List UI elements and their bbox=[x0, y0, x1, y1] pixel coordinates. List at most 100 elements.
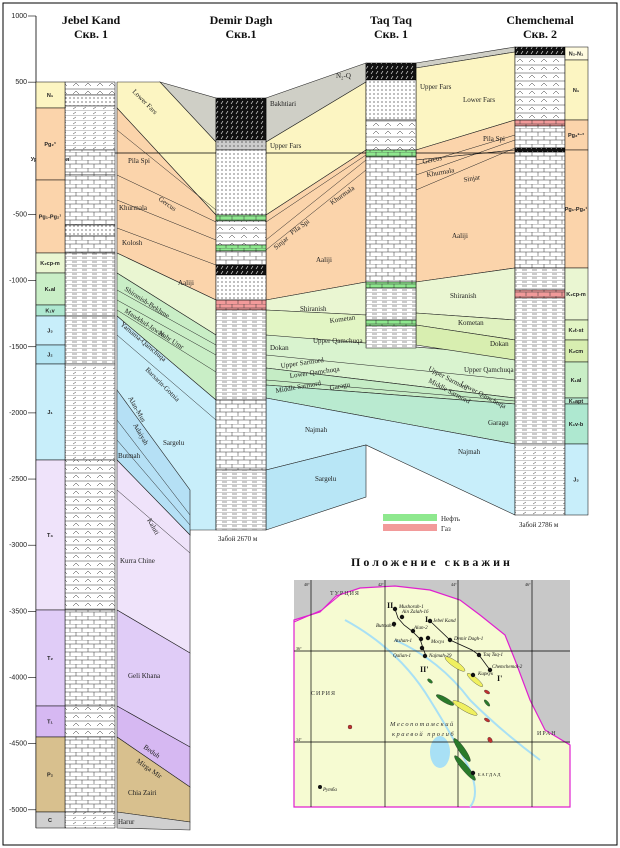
formation-boundary bbox=[415, 134, 516, 166]
formation-label: Pila Spi bbox=[483, 135, 505, 143]
strat-unit bbox=[35, 81, 66, 109]
lithology-pattern-wavy bbox=[64, 81, 116, 96]
strat-unit-label: K₁al bbox=[45, 287, 56, 293]
formation-boundary bbox=[265, 154, 367, 223]
formation-boundary bbox=[265, 354, 516, 381]
lithology-pattern-dots bbox=[215, 274, 267, 301]
lithology-pattern-brick bbox=[365, 156, 417, 283]
axis-tick-label: 1000 bbox=[11, 13, 27, 20]
lithology-pattern-slant bbox=[64, 363, 116, 461]
field-outline bbox=[444, 656, 466, 672]
map-title: Положение скважин bbox=[351, 555, 513, 569]
lithology-pattern-brick bbox=[514, 151, 566, 269]
map-well-marker bbox=[410, 628, 416, 634]
map-well-marker bbox=[399, 614, 405, 620]
map-well-label: Qalian-1 bbox=[393, 654, 411, 659]
strat-unit bbox=[35, 179, 66, 254]
formation-boundary bbox=[415, 139, 516, 176]
city-marker bbox=[470, 770, 476, 776]
formation-label: Kometan bbox=[329, 313, 356, 325]
well-column-demir-dagh bbox=[215, 97, 267, 531]
strat-unit bbox=[35, 705, 66, 738]
strat-unit-label: T₂ bbox=[47, 656, 53, 662]
map-well-label: Taq Taq-1 bbox=[483, 653, 503, 658]
formation-label: Najmah bbox=[305, 426, 328, 434]
formation-label: Sargelu bbox=[163, 439, 185, 447]
field-outline bbox=[484, 699, 490, 707]
strat-unit-label: Pg₂³ bbox=[44, 141, 55, 148]
formation-label: Bakhtiari bbox=[270, 100, 296, 108]
formation-label: Lower Fars bbox=[463, 96, 495, 104]
strat-unit-label: J₂ bbox=[47, 353, 53, 359]
band-carboniferous bbox=[116, 811, 191, 831]
map-well-label: Alan-2 bbox=[413, 626, 428, 631]
field-outline bbox=[347, 724, 353, 730]
lithology-pattern-brick bbox=[215, 214, 267, 222]
total-depth-label: Забой 2786 м bbox=[519, 521, 559, 529]
well-column-chemchemal bbox=[514, 46, 566, 516]
lithology-pattern-lines bbox=[64, 315, 116, 365]
strat-unit bbox=[35, 272, 66, 306]
lithology-pattern-brick bbox=[514, 119, 566, 127]
lithology-pattern-dark bbox=[514, 46, 566, 56]
lithology-pattern-lines bbox=[365, 287, 417, 321]
map-well-label: Butmah-2 bbox=[376, 624, 396, 629]
lithology-pattern-brick bbox=[365, 149, 417, 158]
strat-unit-label: K₂cp-m bbox=[40, 261, 60, 267]
formation-boundary bbox=[116, 289, 217, 346]
formation-boundary bbox=[116, 174, 217, 223]
lithology-pattern-dots bbox=[64, 94, 116, 107]
legend-swatch bbox=[383, 514, 437, 521]
well-column-taq-taq bbox=[365, 62, 417, 349]
strat-unit-label: K₂t-st bbox=[569, 328, 584, 334]
formation-boundary bbox=[116, 129, 217, 211]
map-well-label: Chemchemal-2 bbox=[492, 665, 523, 670]
section-mark: I' bbox=[497, 674, 502, 683]
map-well-marker bbox=[427, 618, 433, 624]
lithology-pattern-lines bbox=[365, 325, 417, 349]
map-well-marker bbox=[391, 621, 397, 627]
map-lon-label: 42° bbox=[378, 582, 384, 587]
strat-unit-label: K₁v-b bbox=[569, 422, 584, 428]
field-outline bbox=[453, 738, 471, 762]
formation-boundary bbox=[116, 489, 191, 554]
field-outline bbox=[484, 717, 490, 723]
formation-label: Najmah bbox=[458, 448, 481, 456]
lithology-pattern-wavy bbox=[215, 220, 267, 246]
map-well-label: Najmah-29 bbox=[428, 654, 452, 659]
lithology-pattern-brick bbox=[215, 244, 267, 252]
lithology-pattern-slant bbox=[514, 443, 566, 516]
lithology-pattern-brick bbox=[215, 299, 267, 311]
location-map: Положение скважин 40° 42° 44° 46° 36° 34° ТУРЦИ… bbox=[293, 555, 571, 808]
formation-label: Aaliji bbox=[452, 232, 468, 240]
map-well-marker bbox=[419, 645, 425, 651]
axis-tick-label: -1500 bbox=[9, 344, 27, 351]
formation-boundary bbox=[116, 299, 217, 356]
river-euphrates bbox=[344, 619, 476, 808]
formation-label: Upper Qamchuqa bbox=[313, 337, 363, 345]
map-well-marker bbox=[422, 653, 428, 659]
strat-unit-label: J₃ bbox=[573, 478, 579, 484]
lithology-pattern-lines bbox=[215, 469, 267, 531]
lake bbox=[430, 736, 450, 768]
formation-label: Chia Zairi bbox=[128, 789, 157, 797]
formation-label: Dokan bbox=[490, 340, 509, 348]
well-number: Скв. 2 bbox=[523, 27, 557, 41]
strat-unit-label: C bbox=[48, 818, 52, 824]
well-number: Скв.1 bbox=[225, 27, 256, 41]
lithology-pattern-wavy bbox=[64, 459, 116, 611]
strat-unit-label: K₂cm bbox=[569, 349, 583, 355]
legend-label: Газ bbox=[441, 525, 451, 533]
strat-unit-label: K₁v bbox=[45, 309, 55, 315]
well-name: Chemchemal bbox=[506, 13, 574, 27]
lithology-pattern-lines bbox=[514, 297, 566, 445]
map-well-label: Мосул bbox=[430, 640, 444, 645]
lithology-pattern-brick bbox=[215, 399, 267, 471]
strat-unit-label: T₃ bbox=[47, 533, 53, 539]
well-name: Demir Dagh bbox=[210, 13, 273, 27]
strat-unit-label: K₂cp-m bbox=[566, 292, 586, 298]
correlation-bands bbox=[36, 46, 588, 831]
map-lon-label: 44° bbox=[451, 582, 457, 587]
